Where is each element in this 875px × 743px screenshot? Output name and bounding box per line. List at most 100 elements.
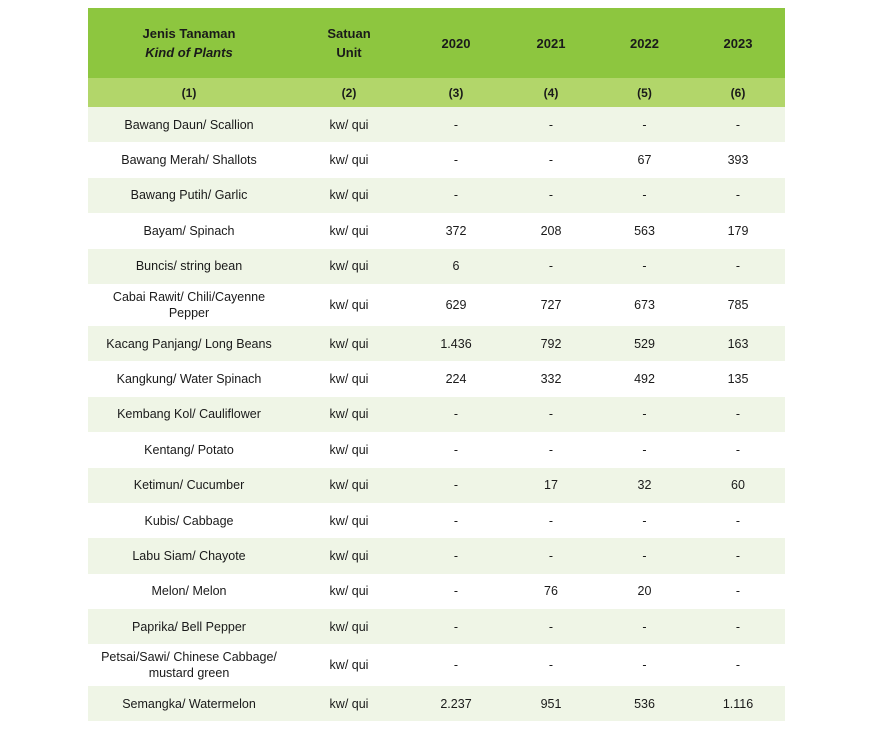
value-cell: 372 [408, 213, 504, 249]
plant-cell: Kubis/ Cabbage [88, 502, 290, 539]
plant-cell: Bawang Merah/ Shallots [88, 142, 290, 178]
value-cell: - [408, 107, 504, 143]
value-cell: - [408, 396, 504, 433]
value-cell: - [408, 502, 504, 539]
unit-cell: kw/ qui [290, 609, 408, 645]
table-row: Bawang Daun/ Scallion kw/ qui - - - - [88, 107, 785, 143]
table-row: Kentang/ Potato kw/ qui - - - - [88, 432, 785, 468]
plant-cell: Ketimun/ Cucumber [88, 467, 290, 503]
plant-cell: Kembang Kol/ Cauliflower [88, 396, 290, 433]
table-header: Jenis Tanaman Kind of Plants Satuan Unit… [88, 8, 785, 107]
value-cell: 32 [598, 467, 691, 503]
unit-cell: kw/ qui [290, 142, 408, 178]
value-cell: - [691, 573, 785, 610]
plant-cell: Bawang Daun/ Scallion [88, 107, 290, 143]
plant-cell: Paprika/ Bell Pepper [88, 609, 290, 645]
plant-cell: Kangkung/ Water Spinach [88, 361, 290, 397]
table-row: Kembang Kol/ Cauliflower kw/ qui - - - - [88, 396, 785, 433]
header-year-2021: 2021 [504, 8, 598, 78]
value-cell: - [408, 538, 504, 574]
value-cell: - [504, 248, 598, 284]
header-year-2022: 2022 [598, 8, 691, 78]
value-cell: - [598, 609, 691, 645]
table-row: Cabai Rawit/ Chili/Cayenne Pepper kw/ qu… [88, 283, 785, 326]
plant-cell: Bawang Putih/ Garlic [88, 177, 290, 214]
unit-cell: kw/ qui [290, 396, 408, 433]
header-plant: Jenis Tanaman Kind of Plants [88, 8, 290, 78]
value-cell: - [408, 573, 504, 610]
table-row: Bawang Merah/ Shallots kw/ qui - - 67 39… [88, 142, 785, 178]
production-table-container: Jenis Tanaman Kind of Plants Satuan Unit… [88, 8, 785, 722]
table-row: Labu Siam/ Chayote kw/ qui - - - - [88, 538, 785, 574]
unit-cell: kw/ qui [290, 107, 408, 143]
unit-cell: kw/ qui [290, 502, 408, 539]
unit-cell: kw/ qui [290, 361, 408, 397]
plant-cell: Buncis/ string bean [88, 248, 290, 284]
value-cell: 6 [408, 248, 504, 284]
value-cell: - [504, 142, 598, 178]
unit-cell: kw/ qui [290, 177, 408, 214]
value-cell: 224 [408, 361, 504, 397]
unit-cell: kw/ qui [290, 432, 408, 468]
value-cell: 208 [504, 213, 598, 249]
plant-cell: Kacang Panjang/ Long Beans [88, 325, 290, 362]
value-cell: - [691, 177, 785, 214]
table-row: Kubis/ Cabbage kw/ qui - - - - [88, 502, 785, 539]
unit-cell: kw/ qui [290, 325, 408, 362]
value-cell: 785 [691, 283, 785, 326]
table-row: Kacang Panjang/ Long Beans kw/ qui 1.436… [88, 325, 785, 362]
plant-cell: Kentang/ Potato [88, 432, 290, 468]
table-row: Bayam/ Spinach kw/ qui 372 208 563 179 [88, 213, 785, 249]
plant-cell-line: Petsai/Sawi/ Chinese Cabbage/ [101, 650, 277, 665]
value-cell: 179 [691, 213, 785, 249]
header-year-2023: 2023 [691, 8, 785, 78]
unit-cell: kw/ qui [290, 686, 408, 722]
value-cell: - [504, 432, 598, 468]
header-unit-id: Satuan [327, 26, 371, 41]
value-cell: 20 [598, 573, 691, 610]
table-row: Semangka/ Watermelon kw/ qui 2.237 951 5… [88, 686, 785, 722]
value-cell: 629 [408, 283, 504, 326]
header-year-2020: 2020 [408, 8, 504, 78]
value-cell: 163 [691, 325, 785, 362]
value-cell: - [408, 177, 504, 214]
unit-cell: kw/ qui [290, 467, 408, 503]
value-cell: - [598, 538, 691, 574]
table-body: Bawang Daun/ Scallion kw/ qui - - - - Ba… [88, 107, 785, 722]
table-row: Buncis/ string bean kw/ qui 6 - - - [88, 248, 785, 284]
table-row: Paprika/ Bell Pepper kw/ qui - - - - [88, 609, 785, 645]
value-cell: - [691, 107, 785, 143]
unit-cell: kw/ qui [290, 283, 408, 326]
value-cell: - [504, 396, 598, 433]
value-cell: - [691, 502, 785, 539]
value-cell: 951 [504, 686, 598, 722]
value-cell: 1.436 [408, 325, 504, 362]
production-table: Jenis Tanaman Kind of Plants Satuan Unit… [88, 8, 785, 722]
unit-cell: kw/ qui [290, 213, 408, 249]
value-cell: - [408, 467, 504, 503]
column-number: (5) [598, 78, 691, 107]
value-cell: 563 [598, 213, 691, 249]
value-cell: 76 [504, 573, 598, 610]
plant-cell: Labu Siam/ Chayote [88, 538, 290, 574]
value-cell: - [598, 177, 691, 214]
table-row: Kangkung/ Water Spinach kw/ qui 224 332 … [88, 361, 785, 397]
value-cell: - [504, 538, 598, 574]
column-number-row: (1) (2) (3) (4) (5) (6) [88, 78, 785, 107]
column-number: (2) [290, 78, 408, 107]
value-cell: 60 [691, 467, 785, 503]
plant-cell: Bayam/ Spinach [88, 213, 290, 249]
value-cell: 1.116 [691, 686, 785, 722]
table-row: Bawang Putih/ Garlic kw/ qui - - - - [88, 177, 785, 214]
value-cell: 727 [504, 283, 598, 326]
value-cell: - [691, 396, 785, 433]
value-cell: - [504, 502, 598, 539]
value-cell: - [408, 432, 504, 468]
plant-cell: Cabai Rawit/ Chili/Cayenne Pepper [88, 283, 290, 326]
value-cell: - [598, 107, 691, 143]
unit-cell: kw/ qui [290, 248, 408, 284]
value-cell: - [598, 502, 691, 539]
value-cell: - [408, 609, 504, 645]
value-cell: - [691, 609, 785, 645]
value-cell: - [598, 248, 691, 284]
